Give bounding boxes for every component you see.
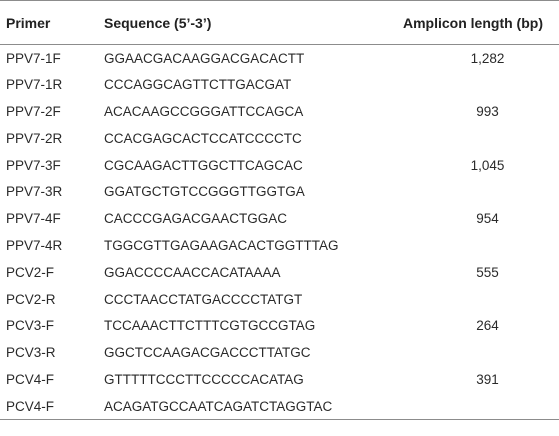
header-row: Primer Sequence (5’-3’) Amplicon length … <box>0 0 559 45</box>
cell-sequence: CACCCGAGACGAACTGGAC <box>104 211 288 227</box>
table-row: PPV7-1R CCCAGGCAGTTCTTGACGAT <box>0 71 559 98</box>
table-row: PPV7-4F CACCCGAGACGAACTGGAC 954 <box>0 205 559 232</box>
cell-sequence: GTTTTTCCCTTCCCCCACATAG <box>104 371 304 387</box>
cell-primer: PCV2-R <box>6 291 56 307</box>
amplicon-length-value: 1,045 <box>470 157 505 173</box>
table-body: PPV7-1F GGAACGACAAGGACGACACTT 1,282 PPV7-1R… <box>0 45 559 421</box>
header-sequence: Sequence (5’-3’) <box>104 0 394 45</box>
cell-primer: PPV7-1R <box>6 77 63 93</box>
cell-sequence: CCCTAACCTATGACCCCTATGT <box>104 291 303 307</box>
cell-sequence: TGGCGTTGAGAAGACACTGGTTTAG <box>104 237 339 253</box>
cell-primer: PCV3-F <box>6 318 55 334</box>
amplicon-length-value: 1,282 <box>470 50 505 66</box>
cell-amplicon-length: 1,282 <box>394 45 559 72</box>
cell-amplicon-length: 391 <box>394 366 559 393</box>
table-row: PCV3-R GGCTCCAAGACGACCCTTATGC <box>0 339 559 366</box>
cell-sequence: CCCAGGCAGTTCTTGACGAT <box>104 77 292 93</box>
cell-amplicon-length <box>394 232 559 259</box>
cell-sequence: ACAGATGCCAATCAGATCTAGGTAC <box>104 392 394 421</box>
cell-amplicon-length <box>394 125 559 152</box>
amplicon-length-value: 264 <box>476 318 499 334</box>
cell-amplicon-length <box>394 178 559 205</box>
cell-primer: PPV7-4R <box>6 237 63 253</box>
cell-sequence: GGATGCTGTCCGGGTTGGTGA <box>104 184 305 200</box>
amplicon-length-value: 391 <box>476 371 499 387</box>
cell-primer: PPV7-3F <box>6 157 61 173</box>
table-row: PPV7-2F ACACAAGCCGGGATTCCAGCA 993 <box>0 98 559 125</box>
table-row: PPV7-3R GGATGCTGTCCGGGTTGGTGA <box>0 178 559 205</box>
cell-primer: PPV7-1F <box>6 50 61 66</box>
cell-primer: PPV7-2F <box>6 103 61 119</box>
cell-sequence: GGCTCCAAGACGACCCTTATGC <box>104 345 311 361</box>
table-row: PCV4-F ACAGATGCCAATCAGATCTAGGTAC <box>0 392 559 421</box>
header-primer: Primer <box>0 0 104 45</box>
cell-primer: PPV7-2R <box>6 130 63 146</box>
cell-amplicon-length: 264 <box>394 312 559 339</box>
cell-sequence: TCCAAACTTCTTTCGTGCCGTAG <box>104 318 316 334</box>
table-header: Primer Sequence (5’-3’) Amplicon length … <box>0 0 559 45</box>
cell-amplicon-length <box>394 286 559 313</box>
cell-sequence: CGCAAGACTTGGCTTCAGCAC <box>104 157 303 173</box>
cell-sequence: GGAACGACAAGGACGACACTT <box>104 50 305 66</box>
table-row: PCV2-R CCCTAACCTATGACCCCTATGT <box>0 286 559 313</box>
table-row: PPV7-2R CCACGAGCACTCCATCCCCTC <box>0 125 559 152</box>
cell-amplicon-length: 954 <box>394 205 559 232</box>
cell-amplicon-length: 993 <box>394 98 559 125</box>
cell-primer: PCV4-F <box>0 392 104 421</box>
amplicon-length-value: 954 <box>476 211 499 227</box>
amplicon-length-value: 555 <box>476 264 499 280</box>
table-row: PPV7-1F GGAACGACAAGGACGACACTT 1,282 <box>0 45 559 72</box>
cell-primer: PCV4-F <box>6 371 55 387</box>
cell-amplicon-length <box>394 339 559 366</box>
cell-primer: PCV2-F <box>6 264 55 280</box>
table-row: PCV4-F GTTTTTCCCTTCCCCCACATAG 391 <box>0 366 559 393</box>
cell-sequence: GGACCCCAACCACATAAAA <box>104 264 281 280</box>
header-amplicon-length: Amplicon length (bp) <box>394 0 559 45</box>
cell-sequence: CCACGAGCACTCCATCCCCTC <box>104 130 302 146</box>
cell-sequence: ACACAAGCCGGGATTCCAGCA <box>104 103 304 119</box>
table-row: PCV3-F TCCAAACTTCTTTCGTGCCGTAG 264 <box>0 312 559 339</box>
cell-primer: PCV3-R <box>6 345 56 361</box>
cell-amplicon-length: 555 <box>394 259 559 286</box>
table-row: PCV2-F GGACCCCAACCACATAAAA 555 <box>0 259 559 286</box>
cell-primer: PPV7-4F <box>6 211 61 227</box>
cell-amplicon-length <box>394 71 559 98</box>
table-row: PPV7-4R TGGCGTTGAGAAGACACTGGTTTAG <box>0 232 559 259</box>
table-row: PPV7-3F CGCAAGACTTGGCTTCAGCAC 1,045 <box>0 152 559 179</box>
cell-primer: PPV7-3R <box>6 184 63 200</box>
cell-amplicon-length <box>394 392 559 421</box>
cell-amplicon-length: 1,045 <box>394 152 559 179</box>
amplicon-length-value: 993 <box>476 103 499 119</box>
primer-table: Primer Sequence (5’-3’) Amplicon length … <box>0 0 559 421</box>
